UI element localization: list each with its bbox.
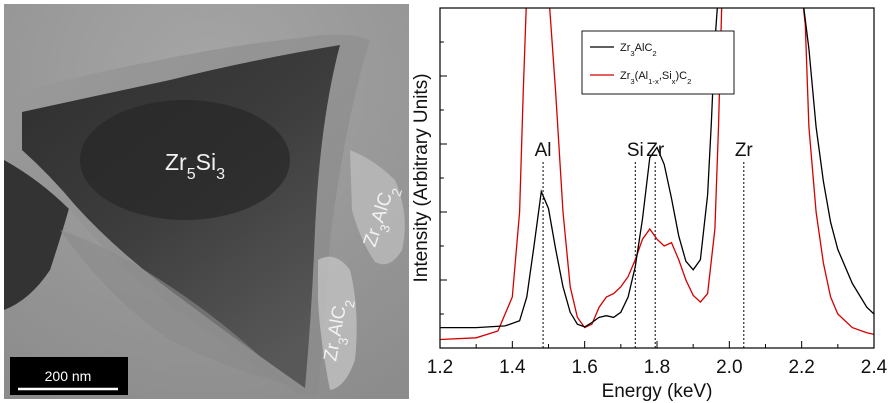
x-tick-label: 1.8 bbox=[644, 357, 670, 378]
x-axis-title: Energy (keV) bbox=[602, 381, 713, 402]
zr5si3-label: Zr5Si3 bbox=[165, 149, 225, 183]
peak-label: Al bbox=[535, 140, 552, 161]
series-line-zr3-al-si-c2 bbox=[440, 8, 874, 341]
formula-part: Zr bbox=[620, 70, 631, 82]
series-line-zr3alc2 bbox=[440, 8, 874, 329]
zr3alc2-label-lower: Zr3AlC2 bbox=[320, 297, 357, 364]
formula-part: 2 bbox=[341, 299, 357, 309]
eds-spectrum-chart: Al Si Zr Zr 1.2 1.4 1.6 1.8 2.0 2.2 2.4 Energy (k… bbox=[411, 7, 888, 402]
plot-area bbox=[440, 8, 874, 348]
formula-part: 3 bbox=[630, 49, 634, 58]
x-axis-ticks: 1.2 1.4 1.6 1.8 2.0 2.2 2.4 bbox=[427, 341, 888, 378]
formula-part: Zr bbox=[165, 149, 187, 175]
formula-part: (Al bbox=[635, 70, 648, 82]
formula-part: 3 bbox=[335, 336, 351, 346]
scale-bar-label: 200 nm bbox=[45, 368, 92, 384]
x-tick-label: 2.4 bbox=[861, 357, 888, 378]
peak-label: Si bbox=[627, 140, 644, 161]
legend: Zr3AlC2 Zr3(Al1-x,Six)C2 bbox=[581, 30, 735, 95]
peak-label: Zr bbox=[646, 140, 665, 161]
formula-part: 1-x bbox=[648, 77, 659, 86]
legend-label-zr3-al-si-c2: Zr3(Al1-x,Six)C2 bbox=[620, 70, 691, 86]
peak-labels: Al Si Zr Zr bbox=[535, 140, 754, 161]
peak-label: Zr bbox=[735, 140, 754, 161]
y-axis-ticks bbox=[440, 41, 447, 315]
formula-part: x bbox=[672, 77, 676, 86]
formula-part: ,Si bbox=[659, 70, 672, 82]
lower-flake bbox=[60, 230, 290, 385]
formula-part: 3 bbox=[376, 223, 393, 235]
formula-part: AlC bbox=[325, 304, 351, 338]
formula-part: )C bbox=[676, 70, 688, 82]
formula-part: AlC bbox=[635, 42, 653, 54]
zr3alc2-rim-lower bbox=[318, 256, 357, 390]
x-tick-label: 1.2 bbox=[427, 357, 453, 378]
legend-box bbox=[581, 30, 735, 95]
grain-core bbox=[80, 100, 290, 220]
zr3alc2-rim-upper bbox=[350, 150, 405, 265]
peak-marker-lines bbox=[542, 162, 745, 348]
x-tick-label: 2.2 bbox=[788, 357, 814, 378]
formula-part: 5 bbox=[187, 165, 196, 183]
legend-label-zr3alc2: Zr3AlC2 bbox=[620, 42, 657, 58]
formula-part: Zr bbox=[620, 42, 631, 54]
x-tick-label: 1.4 bbox=[499, 357, 526, 378]
formula-part: 3 bbox=[216, 165, 225, 183]
formula-part: 2 bbox=[652, 49, 656, 58]
formula-part: Si bbox=[196, 149, 216, 175]
x-tick-label: 2.0 bbox=[716, 357, 742, 378]
x-tick-label: 1.6 bbox=[571, 357, 597, 378]
tem-micrograph: Zr5Si3 Zr3AlC2 Zr3AlC2 200 nm bbox=[4, 4, 409, 399]
y-axis-title: Intensity (Arbitrary Units) bbox=[411, 73, 432, 282]
formula-part: 2 bbox=[388, 186, 405, 198]
formula-part: Zr bbox=[320, 341, 344, 363]
formula-part: 2 bbox=[687, 77, 691, 86]
formula-part: 3 bbox=[630, 77, 634, 86]
